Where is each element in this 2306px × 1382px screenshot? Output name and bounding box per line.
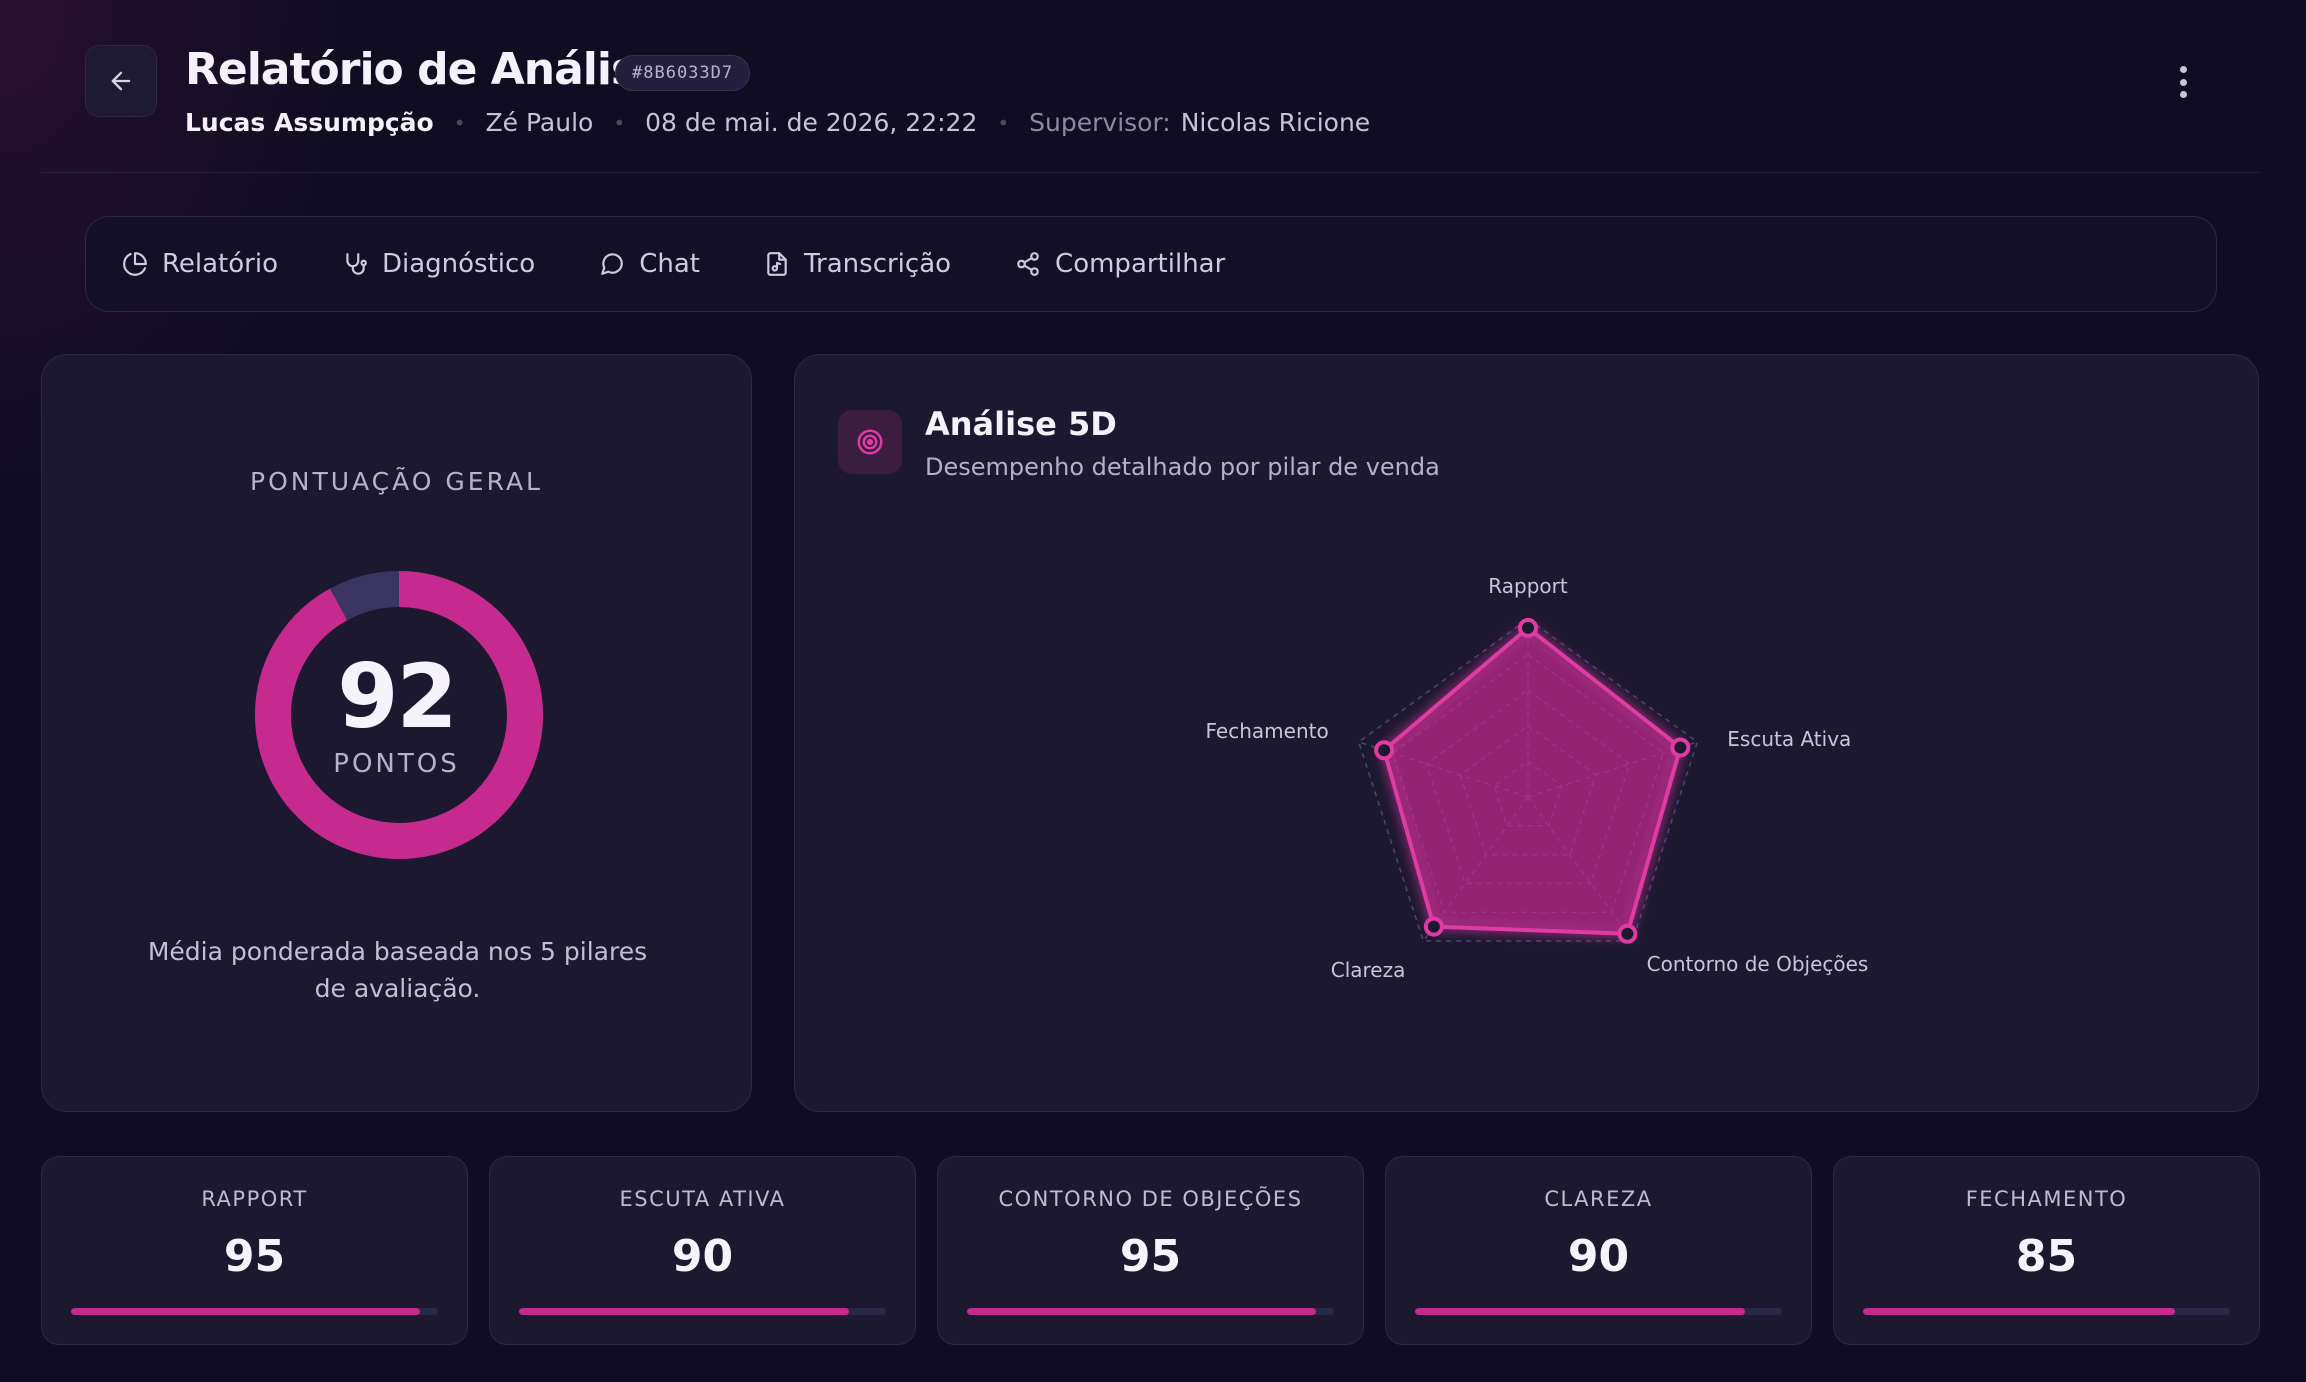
metric-label: CLAREZA xyxy=(1544,1187,1653,1211)
kebab-dot xyxy=(2179,66,2187,73)
radar-subtitle: Desempenho detalhado por pilar de venda xyxy=(925,453,1440,481)
separator-dot: • xyxy=(453,110,466,135)
radar-point-clareza xyxy=(1423,916,1444,937)
metric-value: 85 xyxy=(2015,1231,2078,1282)
metric-value: 95 xyxy=(1119,1231,1182,1282)
radar-point-fechamento xyxy=(1374,740,1395,761)
tab-bar: Relatório Diagnóstico Chat Transcrição C… xyxy=(85,216,2217,312)
metric-progress-fill xyxy=(1415,1308,1746,1315)
score-donut xyxy=(255,571,543,859)
back-button[interactable] xyxy=(85,45,157,117)
tab-transcricao[interactable]: Transcrição xyxy=(764,249,951,279)
pie-chart-icon xyxy=(123,252,147,276)
radar-axis-label: Fechamento xyxy=(1206,719,1329,743)
overall-score-unit: PONTOS xyxy=(333,749,460,779)
metric-progress-track xyxy=(967,1308,1334,1315)
tab-relatorio[interactable]: Relatório xyxy=(122,249,278,279)
share-icon xyxy=(1017,252,1039,276)
metric-value: 90 xyxy=(1567,1231,1630,1282)
metric-card-clareza: CLAREZA 90 xyxy=(1385,1156,1812,1345)
metric-progress-fill xyxy=(1863,1308,2175,1315)
overall-score-description: Média ponderada baseada nos 5 pilares de… xyxy=(147,937,648,1003)
kebab-dot xyxy=(2179,78,2187,86)
metric-progress-fill xyxy=(519,1308,850,1315)
seller-name: Lucas Assumpção xyxy=(185,108,434,137)
metric-label: RAPPORT xyxy=(201,1187,308,1211)
tab-label: Diagnóstico xyxy=(381,249,536,279)
radar-title: Análise 5D xyxy=(925,405,1117,443)
page-header: Relatório de Análise #8B6033D7 Lucas Ass… xyxy=(41,0,2259,173)
metric-card-contorno-objecoes: CONTORNO DE OBJEÇÕES 95 xyxy=(937,1156,1364,1345)
more-options-button[interactable] xyxy=(2167,60,2199,104)
report-id-badge: #8B6033D7 xyxy=(615,55,751,91)
stethoscope-icon xyxy=(346,253,367,275)
analysis-5d-card: Análise 5D Desempenho detalhado por pila… xyxy=(794,354,2259,1112)
metric-card-escuta-ativa: ESCUTA ATIVA 90 xyxy=(489,1156,916,1345)
metric-progress-fill xyxy=(71,1308,420,1315)
supervisor-name: Nicolas Ricione xyxy=(1180,108,1371,137)
metric-value: 95 xyxy=(223,1231,286,1282)
target-icon xyxy=(838,410,902,474)
metric-progress-track xyxy=(71,1308,438,1315)
tab-label: Transcrição xyxy=(803,249,952,279)
client-name: Zé Paulo xyxy=(485,108,594,137)
separator-dot: • xyxy=(997,110,1010,135)
kebab-dot xyxy=(2179,91,2187,98)
tab-label: Relatório xyxy=(162,249,278,279)
metric-progress-track xyxy=(1415,1308,1782,1315)
report-meta: Lucas Assumpção • Zé Paulo • 08 de mai. … xyxy=(185,108,1370,137)
metric-progress-track xyxy=(519,1308,886,1315)
radar-axis-label: Clareza xyxy=(1331,958,1406,982)
radar-point-rapport xyxy=(1518,617,1538,638)
report-datetime: 08 de mai. de 2026, 22:22 xyxy=(645,108,978,137)
donut-fill xyxy=(255,571,543,859)
radar-axis-label: Contorno de Objeções xyxy=(1647,952,1869,976)
metric-label: ESCUTA ATIVA xyxy=(619,1187,786,1211)
radar-series-area xyxy=(1382,625,1683,936)
metric-card-fechamento: FECHAMENTO 85 xyxy=(1833,1156,2260,1345)
radar-chart: Rapport Escuta Ativa Contorno de Objeções C… xyxy=(1206,574,1869,982)
metric-label: FECHAMENTO xyxy=(1965,1187,2128,1211)
page-title: Relatório de Análise xyxy=(185,44,666,95)
audio-file-icon xyxy=(767,252,787,276)
tab-label: Compartilhar xyxy=(1055,249,1226,279)
metric-progress-fill xyxy=(967,1308,1316,1315)
tab-label: Chat xyxy=(639,249,700,279)
radar-axis-label: Escuta Ativa xyxy=(1727,727,1851,751)
radar-axis-label: Rapport xyxy=(1488,574,1568,598)
chat-bubble-icon xyxy=(601,253,624,275)
overall-score-card: PONTUAÇÃO GERAL 92 PONTOS Média ponderad… xyxy=(41,354,752,1112)
overall-score-label: PONTUAÇÃO GERAL xyxy=(250,467,543,496)
tab-diagnostico[interactable]: Diagnóstico xyxy=(342,249,535,279)
metric-value: 90 xyxy=(671,1231,734,1282)
metric-card-rapport: RAPPORT 95 xyxy=(41,1156,468,1345)
arrow-left-icon xyxy=(111,71,131,91)
radar-grid-ring xyxy=(1357,618,1699,942)
radar-point-contorno-de-objeções xyxy=(1617,923,1638,944)
tab-chat[interactable]: Chat xyxy=(599,249,700,279)
overall-score-value: 92 xyxy=(337,645,457,748)
metric-progress-track xyxy=(1863,1308,2230,1315)
metric-label: CONTORNO DE OBJEÇÕES xyxy=(998,1187,1303,1211)
radar-point-escuta-ativa xyxy=(1670,737,1691,758)
supervisor-label: Supervisor: xyxy=(1029,108,1171,137)
separator-dot: • xyxy=(613,110,626,135)
tab-compartilhar[interactable]: Compartilhar xyxy=(1015,249,1225,279)
